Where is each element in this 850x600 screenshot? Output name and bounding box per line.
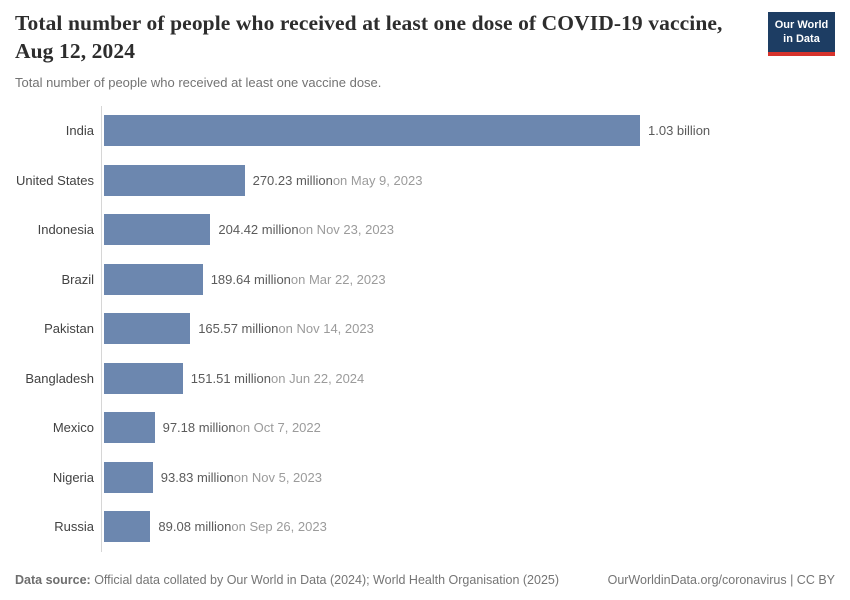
owid-link[interactable]: OurWorldinData.org/coronavirus | CC BY — [607, 573, 835, 587]
bar[interactable] — [104, 362, 183, 394]
owid-logo: Our World in Data — [768, 12, 835, 56]
bar-chart: India 1.03 billion United States 270.23 … — [15, 106, 835, 552]
value-label: 165.57 million — [198, 321, 279, 337]
chart-row: India 1.03 billion — [15, 106, 835, 156]
bar-text: 270.23 millionon May 9, 2023 — [253, 173, 423, 188]
owid-logo-box: Our World in Data — [768, 12, 835, 52]
value-label: 89.08 million — [158, 519, 232, 535]
country-label: United States — [15, 172, 94, 188]
chart-title: Total number of people who received at l… — [15, 11, 723, 63]
date-label: on Jun 22, 2024 — [271, 370, 365, 386]
bar-area: 204.42 millionon Nov 23, 2023 — [101, 205, 835, 255]
value-label: 189.64 million — [210, 271, 291, 287]
bar-area: 89.08 millionon Sep 26, 2023 — [101, 502, 835, 552]
chart-header: Total number of people who received at l… — [15, 10, 835, 90]
value-label: 97.18 million — [162, 420, 236, 436]
chart-row: Mexico 97.18 millionon Oct 7, 2022 — [15, 403, 835, 453]
country-label: Russia — [54, 519, 94, 535]
chart-row: Bangladesh 151.51 millionon Jun 22, 2024 — [15, 353, 835, 403]
owid-logo-line1: Our World — [774, 19, 829, 31]
bar-text: 204.42 millionon Nov 23, 2023 — [218, 222, 394, 237]
chart-row: Russia 89.08 millionon Sep 26, 2023 — [15, 502, 835, 552]
owid-logo-line2: in Data — [783, 33, 820, 46]
chart-subtitle: Total number of people who received at l… — [15, 74, 382, 90]
chart-footer: Data source: Official data collated by O… — [15, 573, 835, 587]
bar-area: 97.18 millionon Oct 7, 2022 — [101, 403, 835, 453]
value-label: 204.42 million — [218, 222, 299, 238]
bar-area: 165.57 millionon Nov 14, 2023 — [101, 304, 835, 354]
data-source-label: Data source: — [15, 573, 91, 587]
bar-area: 93.83 millionon Nov 5, 2023 — [101, 452, 835, 502]
chart-row: Brazil 189.64 millionon Mar 22, 2023 — [15, 254, 835, 304]
country-label: Nigeria — [52, 469, 94, 485]
value-label: 93.83 million — [160, 469, 234, 485]
bar-area: 189.64 millionon Mar 22, 2023 — [101, 254, 835, 304]
bar-area: 151.51 millionon Jun 22, 2024 — [101, 353, 835, 403]
country-label: Indonesia — [37, 222, 94, 238]
data-source-note: Data source: Official data collated by O… — [15, 573, 559, 587]
country-label: Brazil — [61, 271, 94, 287]
date-label: on Nov 14, 2023 — [278, 321, 374, 337]
country-label: Mexico — [52, 420, 94, 436]
bar-text: 165.57 millionon Nov 14, 2023 — [198, 321, 374, 336]
country-label: Pakistan — [44, 321, 94, 337]
country-label: India — [65, 123, 94, 139]
bar[interactable] — [104, 263, 203, 295]
chart-row: Pakistan 165.57 millionon Nov 14, 2023 — [15, 304, 835, 354]
owid-logo-underline — [768, 51, 835, 56]
bar-text: 1.03 billion — [648, 123, 710, 138]
date-label: on Nov 5, 2023 — [233, 469, 322, 485]
bar-text: 89.08 millionon Sep 26, 2023 — [158, 519, 326, 534]
date-label: on Sep 26, 2023 — [231, 519, 327, 535]
chart-row: United States 270.23 millionon May 9, 20… — [15, 155, 835, 205]
date-label: on Oct 7, 2022 — [235, 420, 321, 436]
bar[interactable] — [104, 214, 211, 246]
date-label: on Nov 23, 2023 — [298, 222, 395, 238]
value-label: 270.23 million — [252, 172, 333, 188]
bar[interactable] — [104, 461, 153, 493]
value-label: 151.51 million — [190, 370, 272, 386]
value-label: 1.03 billion — [648, 123, 711, 139]
bar[interactable] — [104, 115, 640, 147]
bar[interactable] — [104, 511, 151, 543]
bar[interactable] — [104, 164, 245, 196]
chart-row: Nigeria 93.83 millionon Nov 5, 2023 — [15, 452, 835, 502]
bar-text: 93.83 millionon Nov 5, 2023 — [161, 470, 322, 485]
bar-text: 189.64 millionon Mar 22, 2023 — [211, 272, 386, 287]
bar-area: 1.03 billion — [101, 106, 835, 156]
date-label: on May 9, 2023 — [332, 172, 423, 188]
date-label: on Mar 22, 2023 — [290, 271, 386, 287]
bar-text: 97.18 millionon Oct 7, 2022 — [163, 420, 321, 435]
bar[interactable] — [104, 412, 155, 444]
bar-text: 151.51 millionon Jun 22, 2024 — [191, 371, 364, 386]
country-label: Bangladesh — [25, 370, 94, 386]
chart-row: Indonesia 204.42 millionon Nov 23, 2023 — [15, 205, 835, 255]
bar[interactable] — [104, 313, 191, 345]
bar-area: 270.23 millionon May 9, 2023 — [101, 155, 835, 205]
data-source-text: Official data collated by Our World in D… — [90, 573, 560, 587]
